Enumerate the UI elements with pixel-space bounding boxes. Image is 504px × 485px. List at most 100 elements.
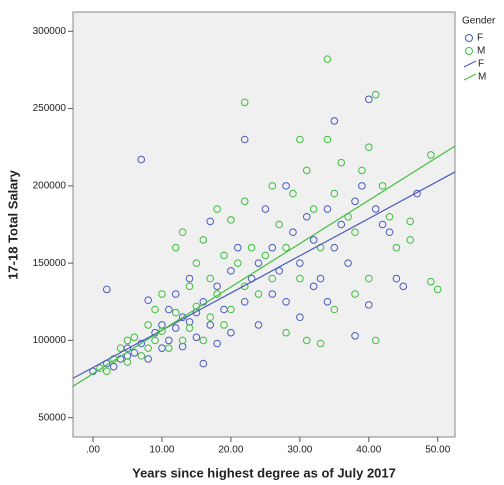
point bbox=[165, 336, 173, 345]
point bbox=[178, 228, 187, 237]
x-tick-label: 40.00 bbox=[356, 445, 381, 456]
legend-label: F bbox=[477, 33, 483, 44]
point bbox=[144, 296, 152, 305]
point bbox=[123, 358, 132, 366]
x-tick-label: 10.00 bbox=[149, 445, 174, 456]
x-axis-title: Years since highest degree as of July 20… bbox=[132, 465, 396, 480]
point bbox=[102, 285, 111, 294]
point bbox=[192, 259, 201, 267]
point bbox=[406, 217, 414, 226]
point bbox=[268, 290, 277, 298]
point bbox=[351, 228, 359, 237]
point bbox=[158, 290, 166, 298]
point bbox=[337, 158, 346, 167]
point bbox=[302, 336, 311, 345]
point bbox=[123, 336, 132, 345]
point bbox=[130, 348, 139, 357]
y-tick-label: 200000 bbox=[33, 181, 67, 192]
point bbox=[275, 220, 283, 229]
point bbox=[240, 98, 249, 107]
point bbox=[309, 282, 318, 291]
point bbox=[371, 90, 380, 99]
point bbox=[330, 305, 339, 314]
point bbox=[351, 290, 359, 298]
point bbox=[220, 251, 228, 260]
point bbox=[227, 216, 235, 224]
point bbox=[365, 301, 373, 309]
point bbox=[199, 236, 208, 244]
point bbox=[399, 282, 408, 291]
point bbox=[296, 313, 304, 322]
point bbox=[330, 189, 339, 198]
point bbox=[185, 324, 194, 332]
point bbox=[282, 297, 290, 306]
legend-marker bbox=[465, 47, 473, 55]
point bbox=[254, 259, 263, 267]
point bbox=[268, 182, 277, 190]
y-tick-label: 150000 bbox=[33, 258, 67, 269]
point bbox=[385, 212, 394, 221]
point bbox=[206, 274, 215, 283]
point bbox=[358, 182, 366, 190]
point bbox=[254, 290, 263, 298]
point bbox=[433, 285, 442, 294]
point bbox=[261, 205, 270, 213]
point bbox=[427, 151, 435, 159]
point bbox=[330, 243, 339, 252]
point bbox=[137, 352, 146, 360]
legend-line bbox=[463, 73, 477, 81]
point bbox=[302, 212, 311, 221]
point bbox=[151, 305, 159, 314]
point bbox=[185, 274, 194, 283]
point bbox=[261, 251, 270, 260]
point bbox=[165, 344, 173, 352]
point bbox=[199, 336, 208, 345]
point bbox=[165, 305, 173, 314]
point bbox=[344, 259, 352, 267]
point bbox=[316, 274, 325, 283]
point bbox=[323, 297, 332, 306]
point bbox=[302, 166, 311, 175]
point bbox=[213, 339, 221, 348]
point bbox=[171, 308, 180, 317]
point bbox=[309, 236, 318, 244]
point bbox=[227, 328, 235, 337]
point bbox=[227, 305, 235, 314]
point bbox=[282, 328, 290, 337]
point bbox=[247, 243, 256, 252]
point bbox=[240, 297, 249, 306]
point bbox=[240, 197, 249, 206]
point bbox=[365, 274, 373, 283]
point bbox=[178, 336, 187, 345]
point bbox=[171, 243, 180, 252]
point bbox=[137, 155, 146, 164]
point bbox=[378, 182, 387, 190]
point bbox=[351, 197, 359, 206]
point bbox=[144, 344, 152, 352]
point bbox=[213, 282, 221, 291]
x-tick-label: .00 bbox=[86, 445, 100, 456]
point bbox=[144, 321, 152, 329]
point bbox=[240, 282, 249, 291]
point bbox=[365, 143, 373, 152]
y-tick-label: 100000 bbox=[33, 335, 67, 346]
point bbox=[358, 166, 366, 175]
x-tick-label: 20.00 bbox=[218, 445, 243, 456]
point bbox=[254, 321, 263, 329]
point bbox=[323, 205, 332, 213]
point bbox=[199, 359, 208, 368]
fit-line bbox=[72, 145, 456, 387]
legend-line bbox=[463, 60, 477, 68]
fit-line bbox=[72, 171, 456, 379]
legend-label: M bbox=[477, 46, 485, 57]
point bbox=[192, 333, 201, 342]
point bbox=[227, 267, 235, 275]
point bbox=[96, 364, 104, 373]
point bbox=[109, 362, 118, 371]
y-tick-label: 300000 bbox=[33, 26, 67, 37]
point bbox=[233, 259, 242, 267]
point bbox=[427, 277, 435, 286]
point bbox=[378, 220, 387, 229]
legend-label: F bbox=[478, 59, 484, 70]
